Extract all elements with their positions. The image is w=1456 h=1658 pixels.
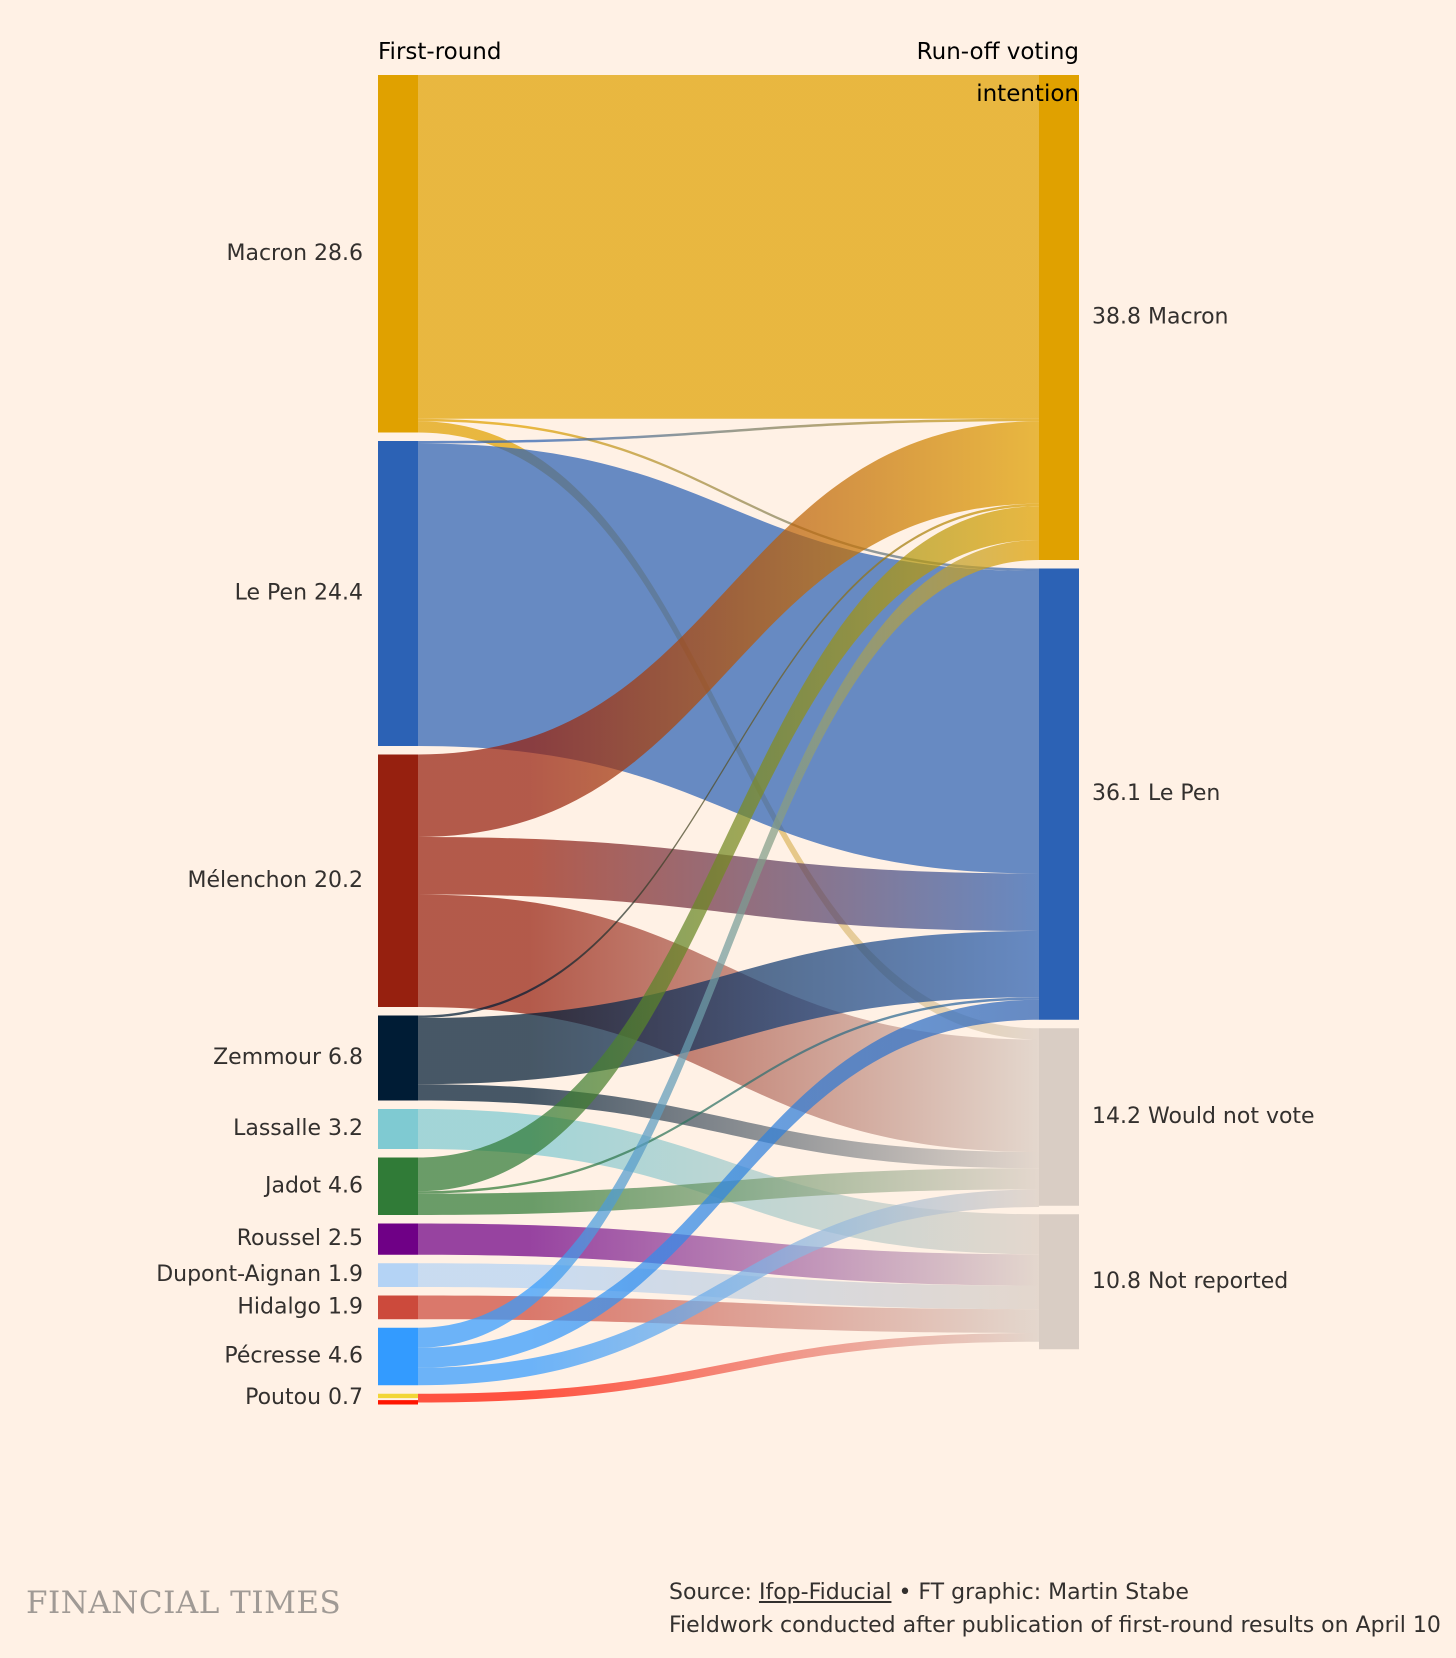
flow-melenchon-to-le-pen: [418, 837, 1039, 931]
flow-pecresse-to-would-not-vote: [418, 1189, 1039, 1386]
source-node-melenchon: [378, 754, 418, 1007]
source-node-jadot: [378, 1157, 418, 1215]
source-label-dupont-aignan: Dupont-Aignan 1.9: [156, 1262, 363, 1287]
source-node-lassalle: [378, 1109, 418, 1149]
source-label-melenchon: Mélenchon 20.2: [187, 868, 363, 893]
fieldwork-note: Fieldwork conducted after publication of…: [669, 1613, 1441, 1638]
target-node-not-reported: [1039, 1214, 1079, 1350]
source-label-poutou: Poutou 0.7: [245, 1385, 363, 1410]
target-node-le-pen: [1039, 568, 1079, 1020]
header-runoff-line2: intention: [976, 81, 1079, 107]
flow-macron-to-macron: [418, 75, 1039, 419]
target-node-would-not-vote: [1039, 1028, 1079, 1206]
source-node-roussel: [378, 1223, 418, 1255]
source-node-zemmour: [378, 1015, 418, 1101]
source-node-poutou-a: [378, 1393, 418, 1399]
flow-le-pen-to-macron: [418, 418, 1039, 444]
flow-jadot-to-le-pen: [418, 997, 1039, 1194]
source-node-poutou-b: [378, 1400, 418, 1405]
source-suffix: • FT graphic: Martin Stabe: [891, 1580, 1189, 1605]
source-label-macron: Macron 28.6: [226, 241, 363, 266]
source-prefix: Source:: [669, 1580, 759, 1605]
source-label-roussel: Roussel 2.5: [237, 1226, 363, 1251]
source-node-dupont-aignan: [378, 1263, 418, 1287]
target-node-macron: [1039, 75, 1079, 560]
source-label-pecresse: Pécresse 4.6: [224, 1344, 363, 1369]
source-node-hidalgo: [378, 1295, 418, 1320]
flow-zemmour-to-le-pen: [418, 931, 1039, 1085]
flow-jadot-to-macron: [418, 506, 1039, 1192]
source-label-zemmour: Zemmour 6.8: [213, 1045, 363, 1070]
flow-pecresse-to-macron: [418, 540, 1039, 1348]
flow-macron-to-le-pen: [418, 418, 1039, 571]
source-label-le-pen: Le Pen 24.4: [235, 581, 363, 606]
flows: [418, 75, 1039, 1403]
target-label-would-not-vote: 14.2 Would not vote: [1092, 1104, 1315, 1129]
target-label-le-pen: 36.1 Le Pen: [1092, 781, 1220, 806]
flow-hidalgo-to-not-reported: [418, 1295, 1039, 1333]
source-node-le-pen: [378, 441, 418, 746]
flow-pecresse-to-le-pen: [418, 999, 1039, 1368]
target-label-macron: 38.8 Macron: [1092, 305, 1229, 330]
flow-zemmour-to-macron: [418, 503, 1039, 1018]
source-label-lassalle: Lassalle 3.2: [233, 1116, 363, 1141]
source-node-macron: [378, 75, 418, 433]
ft-logo: FINANCIAL TIMES: [26, 1585, 342, 1621]
flow-poutou-to-not-reported: [418, 1333, 1039, 1403]
source-line: Source: Ifop-Fiducial • FT graphic: Mart…: [669, 1576, 1441, 1609]
source-label-jadot: Jadot 4.6: [263, 1173, 363, 1198]
source-link[interactable]: Ifop-Fiducial: [758, 1580, 892, 1605]
flow-roussel-to-not-reported: [418, 1223, 1039, 1286]
header-runoff-line1: Run-off voting: [917, 39, 1079, 65]
footer: Source: Ifop-Fiducial • FT graphic: Mart…: [669, 1576, 1441, 1642]
target-label-not-reported: 10.8 Not reported: [1092, 1269, 1288, 1294]
source-node-pecresse: [378, 1327, 418, 1386]
source-label-hidalgo: Hidalgo 1.9: [237, 1294, 363, 1319]
header-first-round: First-round: [378, 39, 501, 65]
flow-melenchon-to-macron: [418, 421, 1039, 837]
